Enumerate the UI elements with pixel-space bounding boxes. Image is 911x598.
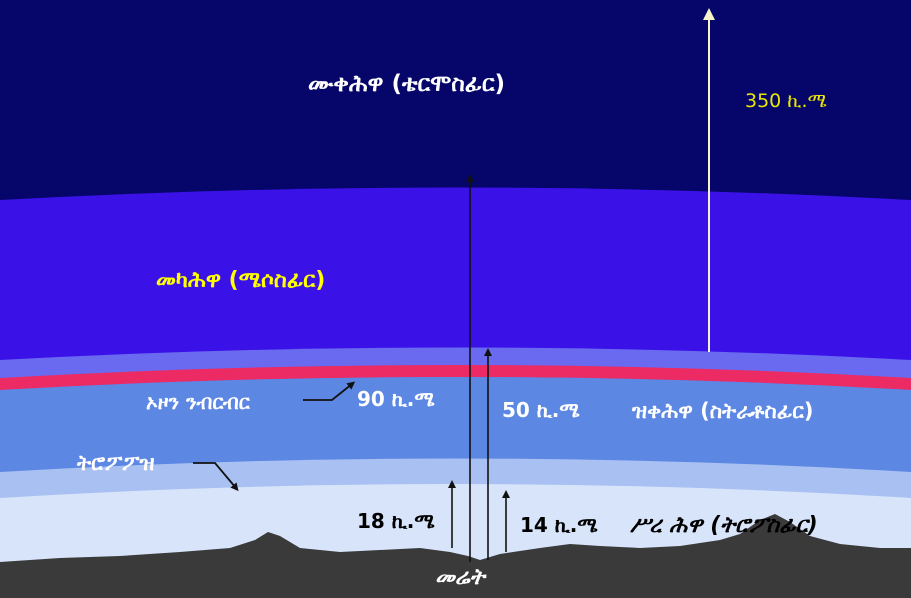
tropopause-pointer <box>193 462 239 492</box>
stratosphere-label: ዝቀሕዋ (ስትራቶስፊር) <box>631 399 814 423</box>
altitude-label-14km: 14 ኪ.ሜ <box>520 513 598 537</box>
mesosphere-label: መካሕዋ (ሜሶስፊር) <box>156 268 325 293</box>
earth-label: መሬት <box>435 565 487 590</box>
ozone-layer-band <box>0 365 911 390</box>
ozone-layer-label: ኦዞን ንብርብር <box>146 390 251 414</box>
altitude-label-18km: 18 ኪ.ሜ <box>357 509 435 533</box>
altitude-label-350km: 350 ኪ.ሜ <box>745 90 827 112</box>
altitude-label-90km: 90 ኪ.ሜ <box>357 387 435 411</box>
troposphere-label: ሥረ ሕዋ (ትሮፖስፊር) <box>630 513 818 538</box>
altitude-label-50km: 50 ኪ.ሜ <box>502 398 580 422</box>
ozone-pointer <box>303 381 356 401</box>
tropopause-label: ትሮፖፖዝ <box>76 451 155 475</box>
ground-mountains <box>0 514 911 598</box>
thermosphere-label: ሙቀሕዋ (ቴርሞስፊር) <box>308 71 505 97</box>
